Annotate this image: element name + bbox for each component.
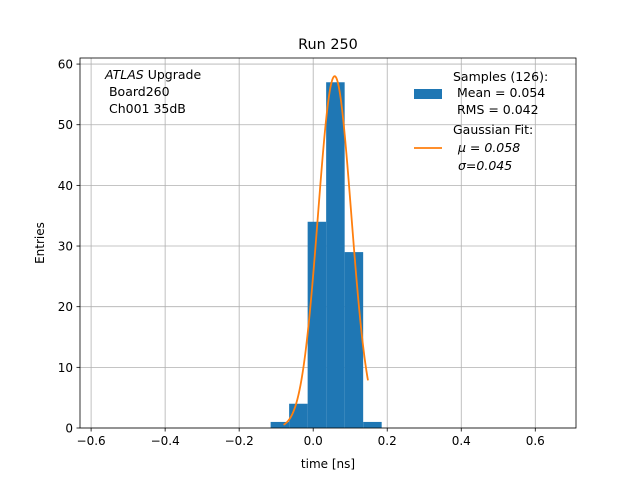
legend-hist-swatch <box>414 89 442 99</box>
histogram-bar <box>363 421 382 428</box>
gaussian-fit <box>283 75 369 426</box>
annotation-atlas: ATLAS <box>104 67 144 82</box>
legend-fit-line-2: μ = 0.058 <box>457 140 520 155</box>
y-tick-label: 20 <box>58 300 73 314</box>
y-tick-label: 0 <box>65 422 73 436</box>
histogram-bar <box>344 252 364 428</box>
legend-hist-line-2: Mean = 0.054 <box>453 85 545 100</box>
legend-hist-line-3: RMS = 0.042 <box>453 102 539 117</box>
x-tick-label: −0.2 <box>225 434 254 448</box>
y-axis: 0 10 20 30 40 50 60 <box>58 58 80 436</box>
histogram-bar <box>270 421 290 428</box>
annotation-upgrade: Upgrade <box>144 67 202 82</box>
x-tick-label: −0.6 <box>77 434 106 448</box>
x-tick-label: 0.2 <box>378 434 397 448</box>
y-tick-label: 60 <box>58 58 73 72</box>
x-tick-label: 0.0 <box>304 434 323 448</box>
annotation-line-2: Board260 <box>105 84 170 99</box>
y-tick-label: 10 <box>58 361 73 375</box>
y-axis-label: Entries <box>33 222 47 264</box>
plot-frame <box>79 57 577 429</box>
histogram-bar <box>307 221 327 428</box>
chart-title: Run 250 <box>298 37 358 53</box>
x-tick-label: 0.4 <box>452 434 471 448</box>
x-tick-label: 0.6 <box>526 434 545 448</box>
y-tick-label: 40 <box>58 179 73 193</box>
annotation-line-1: ATLAS Upgrade <box>104 67 201 82</box>
legend-fit-line-1: Gaussian Fit: <box>453 122 533 137</box>
atlas-annotation: ATLAS Upgrade Board260 Ch001 35dB <box>104 67 201 116</box>
legend-fit-line-3: σ=0.045 <box>458 158 512 173</box>
legend: Samples (126): Mean = 0.054 RMS = 0.042 … <box>414 69 548 173</box>
legend-hist-line-1: Samples (126): <box>453 69 548 84</box>
x-axis-label: time [ns] <box>301 457 355 471</box>
x-axis: −0.6 −0.4 −0.2 0.0 0.2 0.4 0.6 <box>77 428 545 448</box>
y-tick-label: 50 <box>58 118 73 132</box>
annotation-line-3: Ch001 35dB <box>105 101 186 116</box>
histogram-bars <box>270 82 382 428</box>
x-tick-label: −0.4 <box>151 434 180 448</box>
y-tick-label: 30 <box>58 240 73 254</box>
histogram-bar <box>326 82 345 428</box>
gaussian-fit-curve <box>283 75 369 426</box>
